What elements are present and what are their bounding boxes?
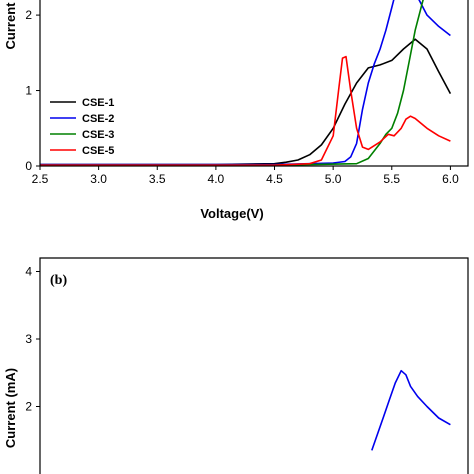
y-tick-label: 1 bbox=[25, 84, 32, 98]
legend-label-cse-5: CSE-5 bbox=[82, 145, 114, 157]
panel-b-y-axis-label: Current (mA) bbox=[3, 368, 18, 448]
panel-b-series-group bbox=[371, 369, 451, 451]
panel-b-label: (b) bbox=[50, 273, 67, 288]
series-line-cse-3 bbox=[40, 0, 424, 166]
series-line-cse-5 bbox=[40, 55, 451, 166]
x-tick-label: 2.5 bbox=[32, 172, 49, 186]
x-tick-label: 5.0 bbox=[325, 172, 342, 186]
panel-b-series-line-1 bbox=[371, 369, 451, 451]
legend-label-cse-2: CSE-2 bbox=[82, 113, 114, 125]
panel-b-y-tick-label: 2 bbox=[25, 400, 32, 414]
series-line-cse-2 bbox=[40, 0, 451, 166]
x-tick-label: 3.5 bbox=[149, 172, 166, 186]
x-tick-label: 4.5 bbox=[266, 172, 283, 186]
x-axis-label: Voltage(V) bbox=[200, 206, 263, 221]
panel-a-series-group bbox=[40, 0, 452, 166]
legend: CSE-1 CSE-2 CSE-3 CSE-5 bbox=[50, 97, 114, 157]
y-tick-label: 2 bbox=[25, 8, 32, 22]
panel-b-y-tick-label: 3 bbox=[25, 332, 32, 346]
panel-b-chart: 2 3 4 (b) Current (mA) bbox=[3, 257, 469, 474]
x-tick-label: 4.0 bbox=[208, 172, 225, 186]
panel-a-plot-frame bbox=[39, 0, 469, 167]
x-tick-label: 3.0 bbox=[90, 172, 107, 186]
y-axis-label: Current bbox=[3, 2, 18, 50]
x-tick-label: 6.0 bbox=[442, 172, 459, 186]
legend-label-cse-3: CSE-3 bbox=[82, 129, 114, 141]
panel-b-y-tick-label: 4 bbox=[25, 265, 32, 279]
x-tick-label: 5.5 bbox=[383, 172, 400, 186]
y-tick-label: 0 bbox=[25, 159, 32, 173]
legend-label-cse-1: CSE-1 bbox=[82, 97, 114, 109]
panel-a-chart: 2.5 3.0 3.5 4.0 4.5 5.0 5.5 6.0 0 1 2 Voltage(V) Cur… bbox=[3, 0, 469, 221]
panel-b-plot-frame bbox=[39, 257, 469, 474]
